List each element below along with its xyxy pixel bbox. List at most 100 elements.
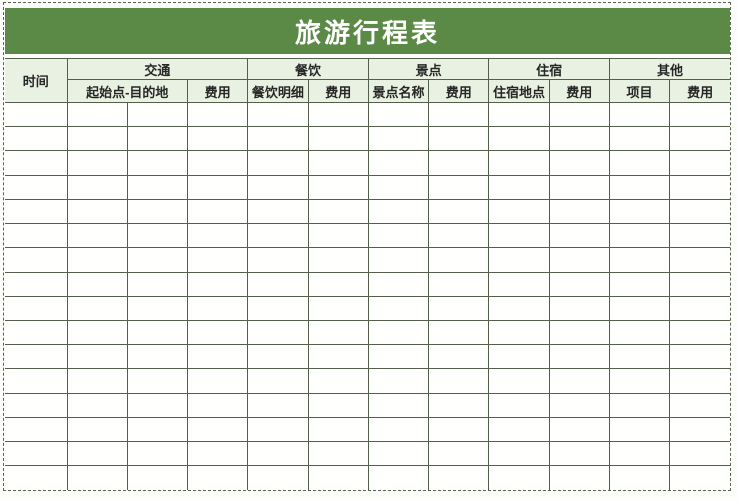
body-cell[interactable] — [428, 223, 490, 249]
body-cell[interactable] — [488, 392, 550, 418]
body-cell[interactable] — [307, 174, 369, 200]
body-cell[interactable] — [367, 174, 430, 200]
body-cell[interactable] — [608, 150, 671, 176]
body-cell[interactable] — [488, 198, 550, 225]
body-cell[interactable] — [367, 368, 430, 394]
body-cell[interactable] — [548, 150, 610, 176]
body-cell[interactable] — [307, 198, 369, 225]
body-cell[interactable] — [187, 465, 249, 490]
body-cell[interactable] — [66, 441, 128, 467]
body-cell[interactable] — [247, 150, 309, 176]
body-cell[interactable] — [608, 126, 671, 152]
body-cell[interactable] — [307, 271, 369, 297]
body-cell[interactable] — [488, 150, 550, 176]
body-cell[interactable] — [5, 392, 68, 418]
body-cell[interactable] — [307, 441, 369, 467]
body-cell[interactable] — [608, 344, 671, 370]
body-cell[interactable] — [428, 465, 490, 490]
body-cell[interactable] — [307, 465, 369, 490]
body-cell[interactable] — [126, 441, 189, 467]
body-cell[interactable] — [66, 150, 128, 176]
body-cell[interactable] — [247, 344, 309, 370]
body-cell[interactable] — [669, 150, 730, 176]
body-cell[interactable] — [669, 319, 730, 346]
body-cell[interactable] — [669, 223, 730, 249]
body-cell[interactable] — [488, 319, 550, 346]
body-cell[interactable] — [5, 198, 68, 225]
body-cell[interactable] — [247, 441, 309, 467]
body-cell[interactable] — [669, 247, 730, 273]
body-cell[interactable] — [548, 392, 610, 418]
body-cell[interactable] — [669, 368, 730, 394]
body-cell[interactable] — [66, 126, 128, 152]
body-cell[interactable] — [608, 101, 671, 128]
body-cell[interactable] — [488, 465, 550, 490]
body-cell[interactable] — [247, 295, 309, 321]
body-cell[interactable] — [247, 198, 309, 225]
body-cell[interactable] — [669, 416, 730, 443]
body-cell[interactable] — [669, 465, 730, 490]
body-cell[interactable] — [126, 198, 189, 225]
body-cell[interactable] — [5, 295, 68, 321]
body-cell[interactable] — [608, 247, 671, 273]
body-cell[interactable] — [5, 247, 68, 273]
body-cell[interactable] — [608, 223, 671, 249]
body-cell[interactable] — [126, 174, 189, 200]
body-cell[interactable] — [307, 223, 369, 249]
body-cell[interactable] — [307, 126, 369, 152]
body-cell[interactable] — [247, 368, 309, 394]
body-cell[interactable] — [608, 368, 671, 394]
body-cell[interactable] — [187, 150, 249, 176]
body-cell[interactable] — [5, 223, 68, 249]
body-cell[interactable] — [548, 319, 610, 346]
body-cell[interactable] — [187, 319, 249, 346]
body-cell[interactable] — [367, 271, 430, 297]
body-cell[interactable] — [548, 271, 610, 297]
body-cell[interactable] — [608, 441, 671, 467]
body-cell[interactable] — [548, 441, 610, 467]
body-cell[interactable] — [307, 416, 369, 443]
body-cell[interactable] — [428, 198, 490, 225]
body-cell[interactable] — [66, 101, 128, 128]
body-cell[interactable] — [307, 392, 369, 418]
body-cell[interactable] — [126, 344, 189, 370]
body-cell[interactable] — [428, 271, 490, 297]
body-cell[interactable] — [247, 101, 309, 128]
body-cell[interactable] — [187, 368, 249, 394]
body-cell[interactable] — [428, 126, 490, 152]
body-cell[interactable] — [126, 247, 189, 273]
body-cell[interactable] — [488, 271, 550, 297]
body-cell[interactable] — [367, 465, 430, 490]
body-cell[interactable] — [126, 271, 189, 297]
body-cell[interactable] — [126, 319, 189, 346]
body-cell[interactable] — [247, 174, 309, 200]
body-cell[interactable] — [187, 101, 249, 128]
body-cell[interactable] — [247, 271, 309, 297]
body-cell[interactable] — [367, 198, 430, 225]
body-cell[interactable] — [428, 368, 490, 394]
body-cell[interactable] — [247, 392, 309, 418]
body-cell[interactable] — [187, 126, 249, 152]
body-cell[interactable] — [548, 344, 610, 370]
body-cell[interactable] — [307, 344, 369, 370]
body-cell[interactable] — [669, 101, 730, 128]
body-cell[interactable] — [126, 465, 189, 490]
body-cell[interactable] — [608, 295, 671, 321]
body-cell[interactable] — [608, 198, 671, 225]
body-cell[interactable] — [367, 344, 430, 370]
body-cell[interactable] — [488, 441, 550, 467]
body-cell[interactable] — [548, 368, 610, 394]
body-cell[interactable] — [66, 319, 128, 346]
body-cell[interactable] — [5, 174, 68, 200]
body-cell[interactable] — [5, 126, 68, 152]
body-cell[interactable] — [126, 416, 189, 443]
body-cell[interactable] — [488, 223, 550, 249]
body-cell[interactable] — [428, 344, 490, 370]
body-cell[interactable] — [5, 368, 68, 394]
body-cell[interactable] — [548, 174, 610, 200]
body-cell[interactable] — [187, 247, 249, 273]
body-cell[interactable] — [548, 465, 610, 490]
body-cell[interactable] — [669, 441, 730, 467]
body-cell[interactable] — [126, 392, 189, 418]
body-cell[interactable] — [187, 392, 249, 418]
